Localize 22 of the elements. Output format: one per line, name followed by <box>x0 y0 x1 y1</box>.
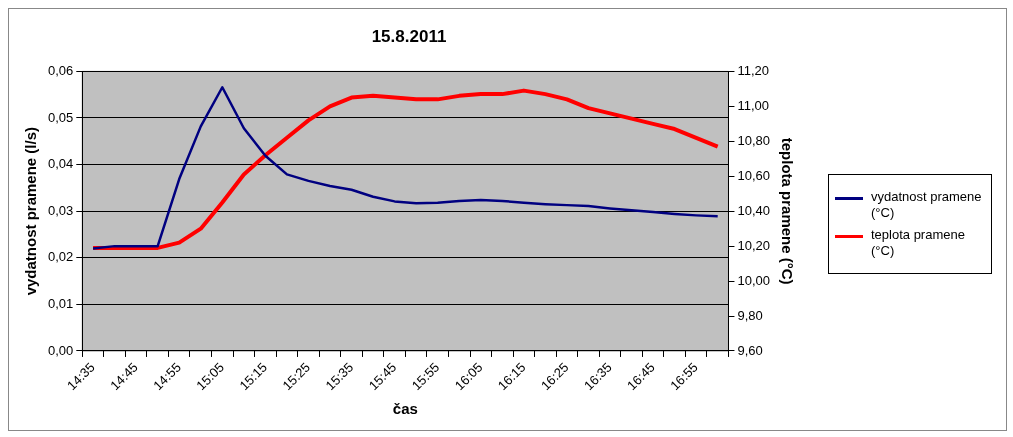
y2-axis-title: teplota pramene (°C) <box>778 137 796 285</box>
y-tick-label: 0,02 <box>47 249 74 265</box>
y2-tick-label: 11,20 <box>737 62 770 78</box>
chart-title: 15.8.2011 <box>371 26 447 46</box>
y-tick-label: 0,00 <box>47 342 74 358</box>
x-axis-title: čas <box>392 400 418 418</box>
y-tick-label: 0,03 <box>47 202 74 218</box>
y2-tick-label: 11,00 <box>737 97 770 113</box>
y-axis-title: vydatnost pramene (l/s) <box>22 126 40 296</box>
y-tick-label: 0,06 <box>47 62 74 78</box>
y-tick-label: 0,01 <box>47 295 74 311</box>
y-tick-label: 0,04 <box>47 156 74 172</box>
legend-label: teplota pramene (°C) <box>871 227 966 259</box>
y2-tick-label: 9,80 <box>737 307 763 323</box>
y2-tick-label: 10,80 <box>737 132 771 148</box>
y2-tick-label: 10,20 <box>737 237 771 253</box>
y2-tick-label: 10,00 <box>737 272 771 288</box>
y2-tick-label: 10,40 <box>737 202 771 218</box>
y-tick-label: 0,05 <box>47 109 74 125</box>
y2-tick-label: 10,60 <box>737 167 771 183</box>
legend-label: vydatnost pramene (°C) <box>871 189 983 221</box>
y2-tick-label: 9,60 <box>737 342 763 358</box>
